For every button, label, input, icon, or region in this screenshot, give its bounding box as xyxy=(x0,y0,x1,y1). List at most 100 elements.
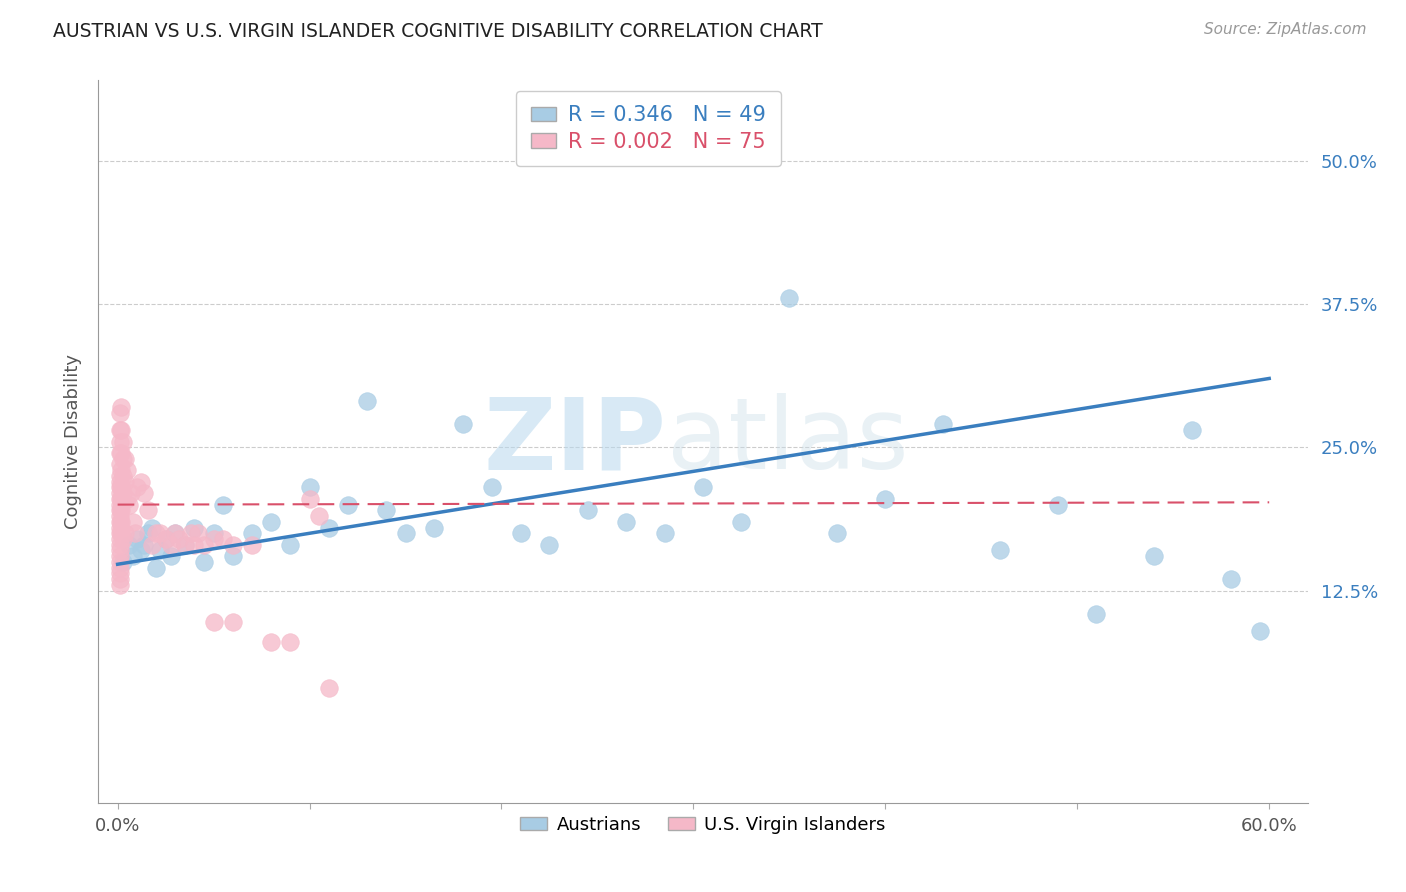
Point xyxy=(990,543,1012,558)
Point xyxy=(108,560,131,574)
Point xyxy=(1249,624,1271,638)
Point xyxy=(280,538,302,552)
Point xyxy=(136,503,159,517)
Point xyxy=(356,394,378,409)
Point xyxy=(451,417,474,432)
Point xyxy=(336,498,359,512)
Point xyxy=(155,532,177,546)
Point xyxy=(108,543,131,558)
Point xyxy=(654,526,676,541)
Point xyxy=(129,543,152,558)
Point xyxy=(108,480,131,494)
Point xyxy=(212,498,235,512)
Point xyxy=(180,526,202,541)
Point xyxy=(110,423,132,437)
Point xyxy=(212,532,235,546)
Point xyxy=(875,491,897,506)
Point xyxy=(778,291,800,305)
Point xyxy=(167,532,190,546)
Point xyxy=(108,555,131,569)
Text: ZIP: ZIP xyxy=(484,393,666,490)
Point xyxy=(240,538,263,552)
Point xyxy=(134,486,156,500)
Point xyxy=(1143,549,1166,564)
Point xyxy=(509,526,531,541)
Point xyxy=(108,458,131,472)
Point xyxy=(202,615,225,629)
Point xyxy=(730,515,752,529)
Point xyxy=(108,572,131,586)
Point xyxy=(118,538,141,552)
Point xyxy=(108,434,131,449)
Point xyxy=(160,538,183,552)
Point xyxy=(149,543,172,558)
Point xyxy=(538,538,561,552)
Point xyxy=(298,480,321,494)
Point xyxy=(308,509,330,524)
Point xyxy=(108,538,131,552)
Point xyxy=(193,538,215,552)
Point xyxy=(240,526,263,541)
Point xyxy=(173,538,195,552)
Text: Source: ZipAtlas.com: Source: ZipAtlas.com xyxy=(1204,22,1367,37)
Point xyxy=(110,463,132,477)
Point xyxy=(108,520,131,534)
Point xyxy=(222,615,245,629)
Point xyxy=(1181,423,1204,437)
Point xyxy=(1085,607,1108,621)
Point xyxy=(108,526,131,541)
Point xyxy=(122,515,145,529)
Point xyxy=(165,526,187,541)
Point xyxy=(110,503,132,517)
Point xyxy=(202,526,225,541)
Point xyxy=(318,520,340,534)
Point xyxy=(120,486,142,500)
Point xyxy=(614,515,637,529)
Point xyxy=(160,549,183,564)
Point xyxy=(115,463,138,477)
Point xyxy=(576,503,599,517)
Point xyxy=(108,515,131,529)
Point xyxy=(108,549,131,564)
Point xyxy=(112,486,135,500)
Point xyxy=(136,526,159,541)
Point xyxy=(932,417,955,432)
Point xyxy=(222,549,245,564)
Point xyxy=(155,532,177,546)
Point xyxy=(112,532,135,546)
Point xyxy=(114,475,136,489)
Point xyxy=(108,423,131,437)
Point xyxy=(114,451,136,466)
Legend: Austrians, U.S. Virgin Islanders: Austrians, U.S. Virgin Islanders xyxy=(513,808,893,841)
Point xyxy=(108,475,131,489)
Point xyxy=(108,486,131,500)
Point xyxy=(108,498,131,512)
Point xyxy=(108,406,131,420)
Point xyxy=(165,526,187,541)
Point xyxy=(423,520,446,534)
Point xyxy=(108,509,131,524)
Point xyxy=(692,480,714,494)
Point xyxy=(183,520,205,534)
Point xyxy=(125,532,148,546)
Point xyxy=(122,549,145,564)
Point xyxy=(108,578,131,592)
Point xyxy=(110,480,132,494)
Point xyxy=(187,526,209,541)
Point xyxy=(375,503,398,517)
Point xyxy=(1047,498,1070,512)
Point xyxy=(827,526,849,541)
Point xyxy=(280,635,302,649)
Point xyxy=(112,434,135,449)
Point xyxy=(108,446,131,460)
Point xyxy=(108,532,131,546)
Point xyxy=(1219,572,1241,586)
Text: atlas: atlas xyxy=(666,393,908,490)
Point xyxy=(114,526,136,541)
Point xyxy=(149,526,172,541)
Point xyxy=(118,498,141,512)
Point xyxy=(141,520,163,534)
Point xyxy=(112,451,135,466)
Text: AUSTRIAN VS U.S. VIRGIN ISLANDER COGNITIVE DISABILITY CORRELATION CHART: AUSTRIAN VS U.S. VIRGIN ISLANDER COGNITI… xyxy=(53,22,823,41)
Y-axis label: Cognitive Disability: Cognitive Disability xyxy=(63,354,82,529)
